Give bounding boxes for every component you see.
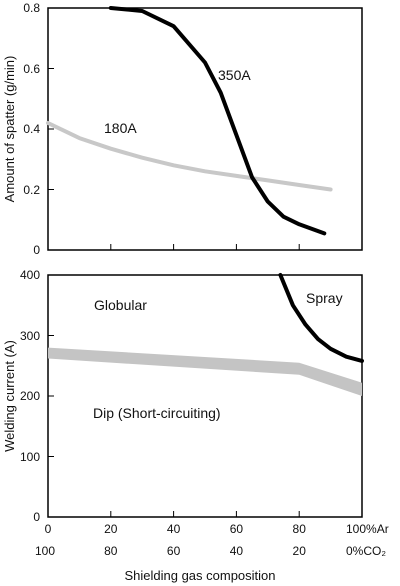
x-tick-ar-label: 0 [45,522,52,536]
x-tick-co2-label: 100 [35,544,55,558]
current-y-tick-label: 200 [20,389,40,403]
current-y-axis-label: Welding current (A) [2,340,17,452]
dip-globular-boundary-band [48,347,362,396]
spatter-y-axis-label: Amount of spatter (g/min) [2,56,17,203]
spatter-y-tick-label: 0.4 [23,122,40,136]
series-350a-label: 350A [218,67,251,83]
x-tick-co2-label: 60 [167,544,181,558]
current-y-tick-label: 400 [20,268,40,282]
region-dip-label: Dip (Short-circuiting) [93,405,221,421]
current-y-tick-label: 100 [20,450,40,464]
spatter-x-ticks [110,244,300,250]
current-x-ticks: 0 20 40 60 80 100%Ar 100 80 60 40 20 0%C… [35,511,389,558]
spatter-panel: 0 0.2 0.4 0.6 0.8 180A 350A Amount of sp… [2,1,363,257]
x-tick-co2-label: 0%CO₂ [346,544,386,558]
series-350a-line [108,6,327,236]
region-globular-label: Globular [94,297,147,313]
current-y-tick-label: 0 [33,510,40,524]
x-tick-ar-label: 100%Ar [346,522,389,536]
current-y-tick-label: 300 [20,329,40,343]
spray-boundary-line [278,273,364,363]
spatter-y-tick-label: 0.8 [23,1,40,15]
spatter-y-tick-label: 0 [33,243,40,257]
series-180a-line [46,121,333,192]
x-tick-ar-label: 80 [293,522,307,536]
region-spray-label: Spray [306,290,343,306]
spatter-y-ticks: 0 0.2 0.4 0.6 0.8 [23,1,54,257]
x-tick-co2-label: 40 [230,544,244,558]
x-tick-ar-label: 40 [167,522,181,536]
x-axis-label: Shielding gas composition [124,568,275,583]
x-tick-co2-label: 20 [293,544,307,558]
x-tick-ar-label: 20 [104,522,118,536]
current-panel: 0 100 200 300 400 0 20 40 60 80 100%Ar 1… [2,268,389,583]
x-tick-co2-label: 80 [104,544,118,558]
spatter-y-tick-label: 0.6 [23,62,40,76]
spatter-y-tick-label: 0.2 [23,183,40,197]
series-180a-label: 180A [104,120,137,136]
x-tick-ar-label: 60 [230,522,244,536]
current-y-ticks: 0 100 200 300 400 [20,268,54,524]
spatter-plot-frame [47,7,363,251]
